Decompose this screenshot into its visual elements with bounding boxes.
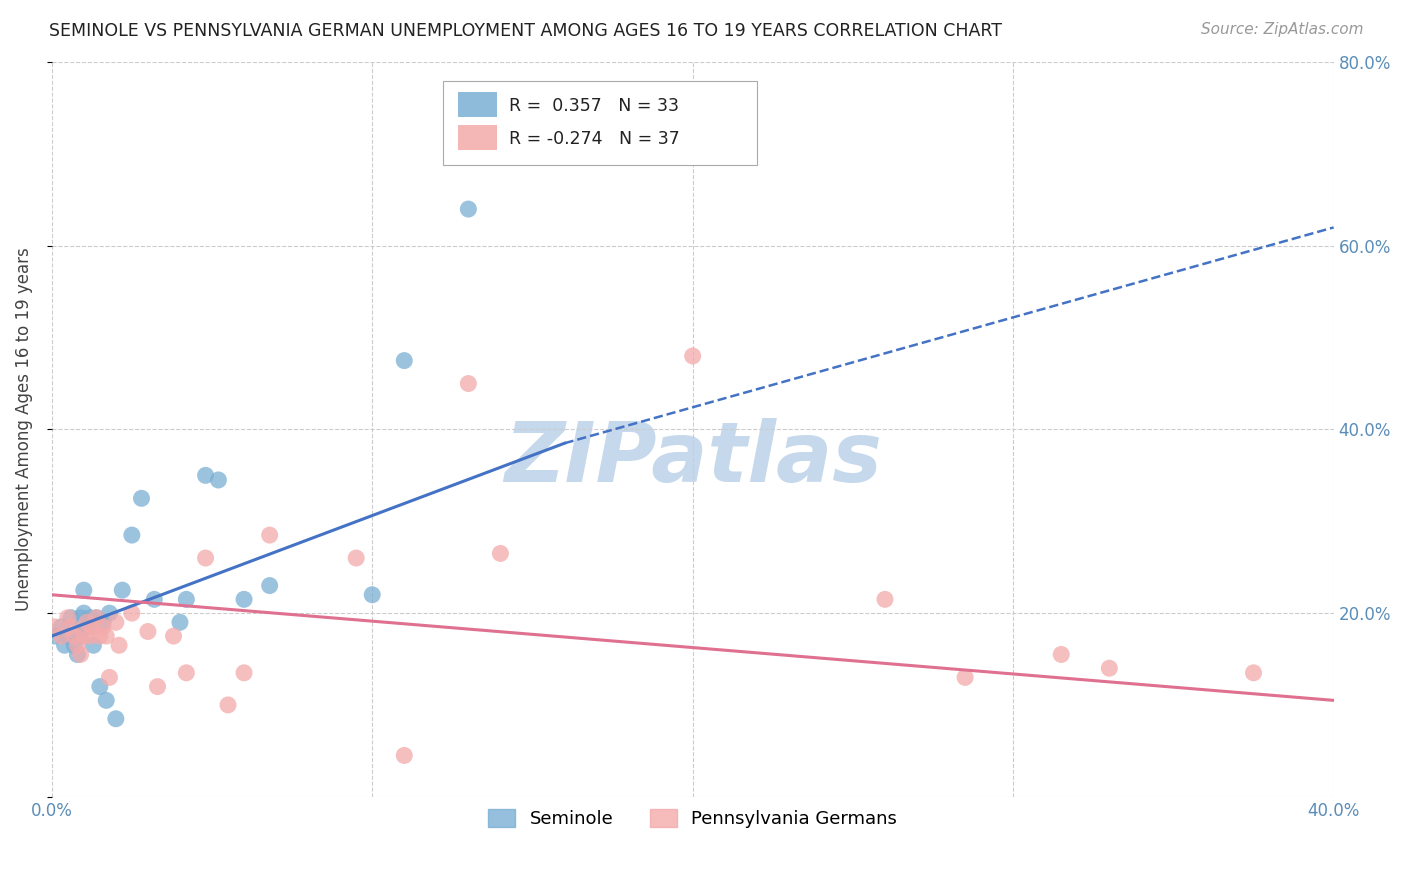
Point — [69, 611, 91, 625]
Point — [953, 670, 976, 684]
Point — [233, 592, 256, 607]
Point — [63, 629, 86, 643]
Point — [146, 680, 169, 694]
Point — [82, 620, 104, 634]
Point — [59, 620, 82, 634]
Point — [89, 629, 111, 643]
Point — [169, 615, 191, 630]
Point — [217, 698, 239, 712]
Point — [69, 629, 91, 643]
Legend: Seminole, Pennsylvania Germans: Seminole, Pennsylvania Germans — [481, 802, 904, 836]
Point — [194, 551, 217, 566]
Text: R =  0.357   N = 33: R = 0.357 N = 33 — [509, 97, 679, 115]
Point — [53, 638, 76, 652]
Point — [873, 592, 896, 607]
Point — [76, 615, 98, 630]
Point — [136, 624, 159, 639]
Text: R = -0.274   N = 37: R = -0.274 N = 37 — [509, 130, 681, 148]
Point — [56, 629, 79, 643]
Point — [104, 712, 127, 726]
Point — [91, 620, 114, 634]
FancyBboxPatch shape — [458, 125, 496, 150]
Point — [98, 670, 121, 684]
Point — [104, 615, 127, 630]
Point — [121, 528, 143, 542]
Point — [96, 693, 118, 707]
Point — [73, 583, 96, 598]
Point — [66, 638, 89, 652]
Point — [131, 491, 153, 506]
Point — [233, 665, 256, 680]
Point — [73, 629, 96, 643]
Point — [194, 468, 217, 483]
Y-axis label: Unemployment Among Ages 16 to 19 years: Unemployment Among Ages 16 to 19 years — [15, 248, 32, 611]
Point — [121, 606, 143, 620]
Point — [73, 606, 96, 620]
Point — [86, 611, 108, 625]
Point — [63, 638, 86, 652]
Point — [66, 648, 89, 662]
Point — [89, 680, 111, 694]
Point — [51, 629, 73, 643]
Point — [259, 578, 281, 592]
Point — [56, 611, 79, 625]
Point — [176, 592, 198, 607]
Text: Source: ZipAtlas.com: Source: ZipAtlas.com — [1201, 22, 1364, 37]
Point — [44, 620, 66, 634]
FancyBboxPatch shape — [443, 80, 756, 165]
Point — [207, 473, 229, 487]
Point — [394, 353, 416, 368]
Point — [1243, 665, 1265, 680]
Point — [79, 629, 101, 643]
Point — [143, 592, 166, 607]
Point — [162, 629, 184, 643]
Point — [682, 349, 704, 363]
Point — [76, 620, 98, 634]
Point — [394, 748, 416, 763]
Point — [44, 629, 66, 643]
Point — [86, 611, 108, 625]
Point — [59, 611, 82, 625]
Point — [457, 376, 479, 391]
Point — [259, 528, 281, 542]
Point — [1050, 648, 1073, 662]
Point — [98, 606, 121, 620]
Point — [96, 629, 118, 643]
Point — [111, 583, 134, 598]
FancyBboxPatch shape — [458, 92, 496, 117]
Point — [69, 648, 91, 662]
Point — [344, 551, 367, 566]
Point — [91, 615, 114, 630]
Point — [108, 638, 131, 652]
Point — [457, 202, 479, 216]
Point — [176, 665, 198, 680]
Point — [489, 546, 512, 560]
Point — [79, 611, 101, 625]
Text: ZIPatlas: ZIPatlas — [503, 418, 882, 500]
Point — [1098, 661, 1121, 675]
Point — [361, 588, 384, 602]
Text: SEMINOLE VS PENNSYLVANIA GERMAN UNEMPLOYMENT AMONG AGES 16 TO 19 YEARS CORRELATI: SEMINOLE VS PENNSYLVANIA GERMAN UNEMPLOY… — [49, 22, 1002, 40]
Point — [82, 638, 104, 652]
Point — [51, 620, 73, 634]
